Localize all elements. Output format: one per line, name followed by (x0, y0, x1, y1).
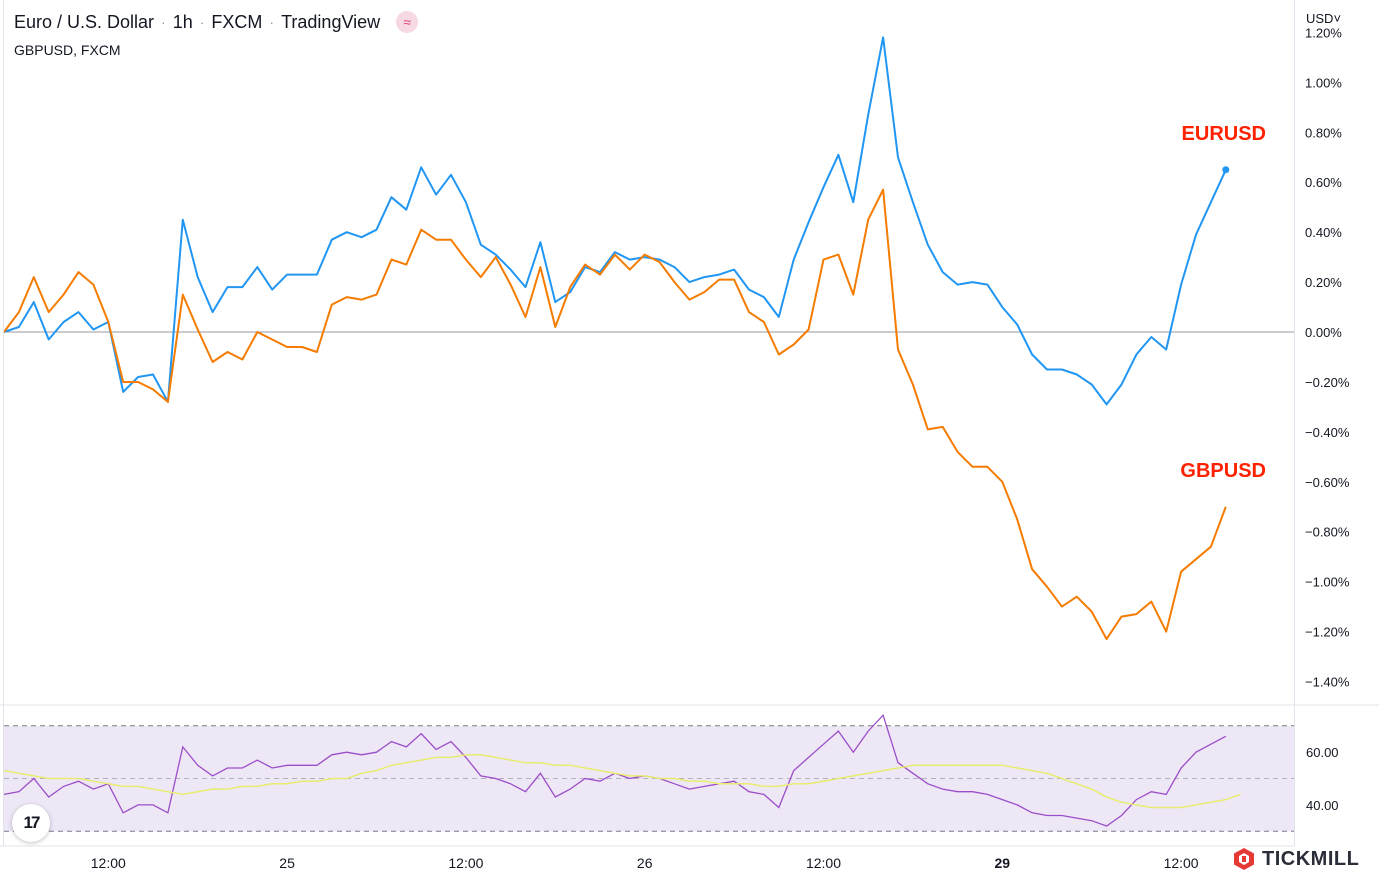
series-line-gbpusd (3, 188, 1227, 641)
platform-label: TradingView (281, 11, 381, 32)
y-tick-label: 0.60% (1305, 175, 1342, 190)
currency-label: USD (1306, 11, 1334, 26)
currency-selector[interactable]: USD˅ (1306, 11, 1341, 26)
rsi-series-line-1 (3, 754, 1241, 809)
tradingview-logo-text: 17 (23, 813, 41, 832)
interval-label[interactable]: 1h (172, 11, 193, 32)
y-tick-label: 0.20% (1305, 275, 1342, 290)
y-tick-label: −0.40% (1305, 425, 1350, 440)
tradingview-logo-icon[interactable]: 17 (12, 804, 50, 842)
rsi-pane: 60.00 40.00 (3, 713, 1339, 832)
x-tick-label: 12:00 (806, 855, 841, 871)
x-tick-label: 25 (279, 855, 295, 871)
brand-watermark: TICKMILL (1232, 847, 1359, 871)
y-tick-label: −0.20% (1305, 375, 1350, 390)
y-tick-label: 0.00% (1305, 325, 1342, 340)
exchange-label: FXCM (211, 11, 263, 32)
rsi-tick-label: 40.00 (1306, 798, 1339, 813)
tickmill-logo-icon (1234, 848, 1254, 870)
x-tick-label: 26 (637, 855, 653, 871)
pane-dividers (0, 0, 1379, 847)
y-tick-label: −1.20% (1305, 625, 1350, 640)
wave-indicator-icon[interactable]: ≈ (396, 11, 419, 33)
y-tick-label: −1.00% (1305, 575, 1350, 590)
x-tick-label: 12:00 (1164, 855, 1199, 871)
series-end-dot-eurusd (1222, 166, 1230, 174)
annotation-eurusd: EURUSD (1182, 123, 1266, 145)
x-tick-label: 12:00 (448, 855, 483, 871)
y-tick-label: 1.20% (1305, 25, 1342, 40)
x-tick-label: 12:00 (91, 855, 126, 871)
series-line-eurusd (3, 36, 1227, 406)
time-axis: 12:00 25 12:00 26 12:00 29 12:00 (91, 855, 1199, 871)
separator-dot: · (269, 14, 275, 30)
y-tick-label: 1.00% (1305, 75, 1342, 90)
separator-dot: · (199, 14, 205, 30)
main-pane: 1.20% 1.00% 0.80% 0.60% 0.40% 0.20% 0.00% −0.20… (3, 25, 1350, 690)
y-tick-label: 0.40% (1305, 225, 1342, 240)
y-tick-label: 0.80% (1305, 125, 1342, 140)
y-tick-label: −0.60% (1305, 475, 1350, 490)
symbol-name[interactable]: Euro / U.S. Dollar (14, 11, 155, 32)
legend-header[interactable]: Euro / U.S. Dollar · 1h · FXCM · Trading… (14, 11, 419, 33)
y-tick-label: −0.80% (1305, 525, 1350, 540)
brand-text: TICKMILL (1262, 847, 1360, 870)
x-tick-label: 29 (995, 855, 1011, 871)
y-tick-label: −1.40% (1305, 675, 1350, 690)
annotation-gbpusd: GBPUSD (1180, 460, 1266, 482)
rsi-tick-label: 60.00 (1306, 745, 1339, 760)
compare-symbol-legend[interactable]: GBPUSD, FXCM (14, 42, 121, 58)
separator-dot: · (161, 14, 166, 30)
chevron-down-icon: ˅ (1333, 11, 1342, 26)
